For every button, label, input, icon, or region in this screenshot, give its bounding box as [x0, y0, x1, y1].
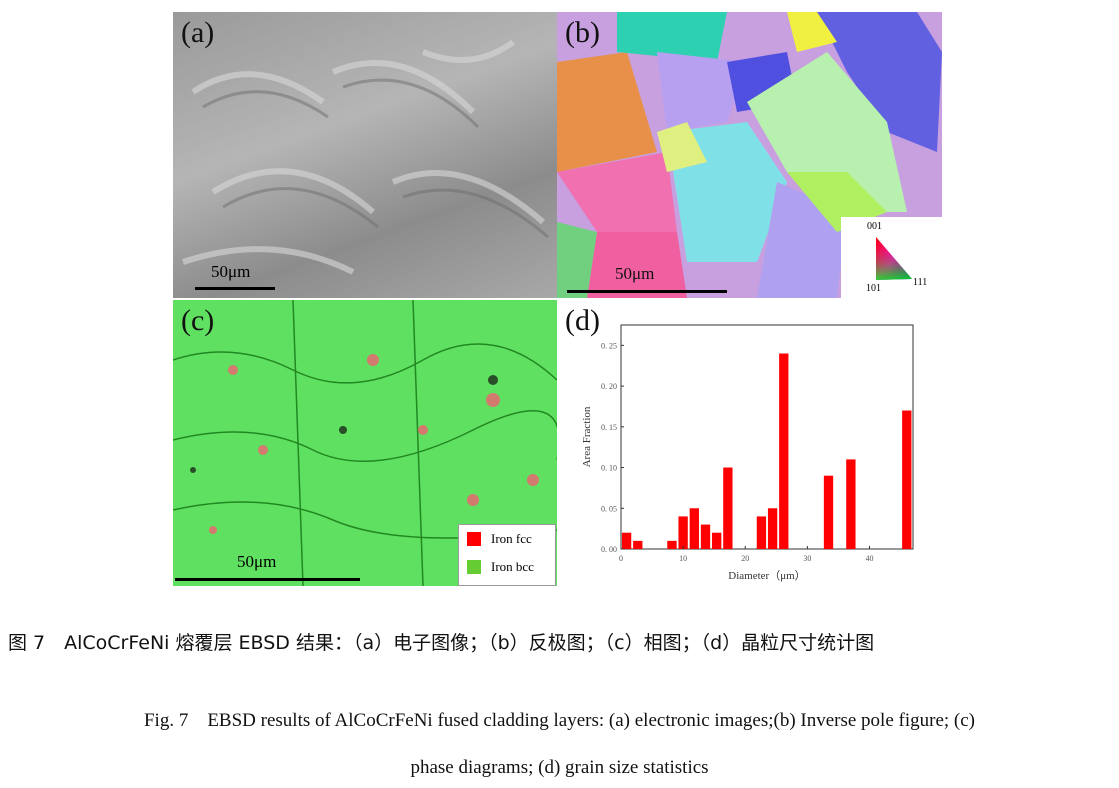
bar [700, 524, 711, 549]
panel-label-d: (d) [565, 304, 600, 337]
x-tick-label: 20 [741, 554, 749, 563]
ipf-grains [557, 12, 942, 298]
scale-label-c: 50μm [237, 552, 277, 571]
phase-boundaries [173, 300, 557, 586]
bar [779, 353, 789, 549]
caption-chinese: 图 7 AlCoCrFeNi 熔覆层 EBSD 结果：（a）电子图像；（b）反极… [8, 632, 875, 654]
scale-label-b: 50μm [615, 264, 655, 283]
bar [689, 508, 699, 549]
bar [621, 532, 632, 549]
bar [633, 540, 643, 549]
x-tick-label: 10 [679, 554, 687, 563]
y-tick-label: 0. 00 [601, 545, 617, 554]
ipf-color-key: 001 101 111 [841, 217, 942, 298]
plot-frame [620, 324, 914, 550]
y-tick-label: 0. 15 [601, 423, 617, 432]
panel-label-b: (b) [565, 16, 600, 49]
legend-label-bcc: Iron bcc [491, 559, 534, 574]
x-tick-label: 40 [866, 554, 874, 563]
legend-item-bcc: Iron bcc [459, 553, 555, 581]
bar [678, 516, 688, 549]
bar [712, 532, 722, 549]
y-tick-label: 0. 20 [601, 382, 617, 391]
bar [723, 467, 733, 549]
panel-label-a: (a) [181, 16, 215, 49]
scale-bar-b [567, 290, 727, 293]
panel-b-inverse-pole-figure: (b) 50μm 001 101 111 [557, 12, 942, 298]
bar [823, 475, 834, 549]
ipf-key-111: 111 [913, 277, 928, 288]
caption-english-line2: phase diagrams; (d) grain size statistic… [410, 757, 709, 778]
bar-chart: 0 10 20 30 40 0. 00 0. 05 0. 10 0. 15 0. 20 0. 25 D… [581, 324, 914, 582]
sem-texture [182, 39, 549, 275]
bar [767, 508, 778, 549]
caption-english-line1: Fig. 7 EBSD results of AlCoCrFeNi fused … [143, 710, 976, 731]
y-tick-label: 0. 25 [601, 341, 617, 350]
panel-a-sem-image: (a) 50μm [173, 12, 557, 298]
y-tick-label: 0. 10 [601, 464, 617, 473]
x-tick-label: 30 [803, 554, 811, 563]
ipf-triangle [876, 237, 912, 280]
bar [756, 516, 767, 549]
panel-c-phase-map: (c) 50μm Iron fcc Iron bcc [173, 300, 557, 586]
y-tick-label: 0. 05 [601, 504, 617, 513]
x-axis-label: Diameter（μm） [728, 569, 805, 582]
bar [846, 459, 856, 549]
ipf-key-001: 001 [867, 221, 882, 232]
phase-legend: Iron fcc Iron bcc [458, 524, 556, 586]
y-axis-label: Area Fraction [581, 406, 593, 467]
panel-d-grain-size-chart: (d) 0 10 20 30 40 0. 00 0. 05 0. 10 0. 15 0. 20 0.… [557, 300, 942, 586]
panel-label-c: (c) [181, 304, 215, 337]
bar [902, 410, 912, 549]
ipf-key-101: 101 [866, 283, 881, 294]
fcc-swatch [467, 532, 481, 546]
scale-bar-c [175, 578, 360, 581]
legend-item-fcc: Iron fcc [459, 525, 555, 553]
bcc-swatch [467, 560, 481, 574]
x-tick-label: 0 [619, 554, 623, 563]
scale-bar-a [195, 287, 275, 290]
bar [667, 540, 677, 549]
legend-label-fcc: Iron fcc [491, 531, 532, 546]
scale-label-a: 50μm [211, 262, 251, 281]
